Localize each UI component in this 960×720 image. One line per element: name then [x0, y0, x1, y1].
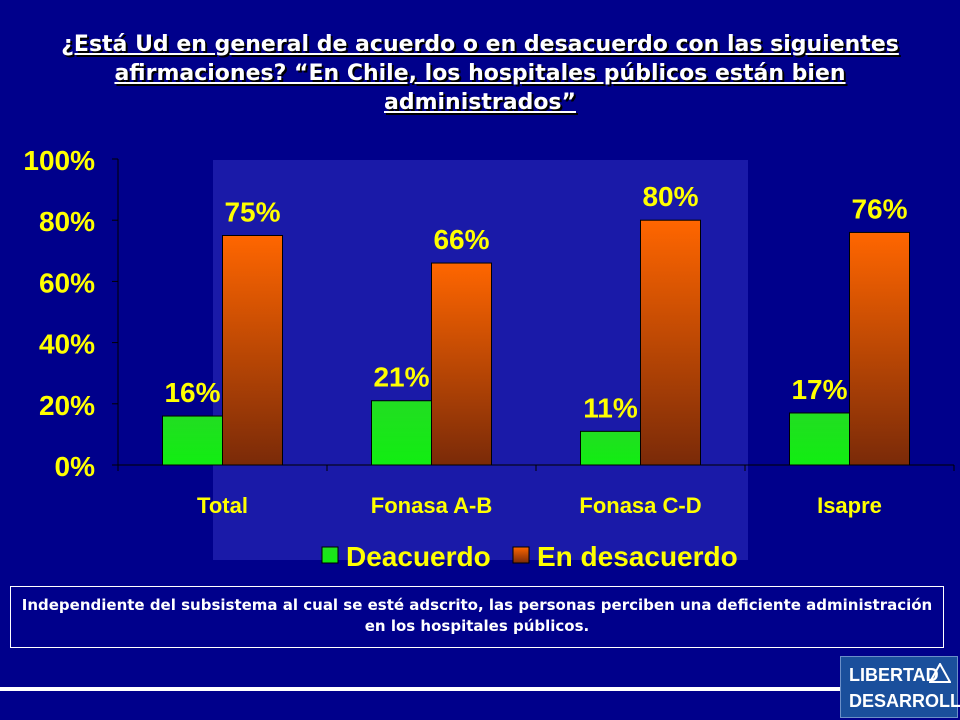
y-tick-label: 0% — [55, 451, 96, 482]
x-tick-label: Fonasa A-B — [371, 493, 492, 518]
x-tick-label: Total — [197, 493, 248, 518]
legend-swatch — [321, 546, 339, 564]
libertad-desarrollo-logo: LIBERTAD DESARROLLO — [840, 656, 960, 718]
data-label: 17% — [791, 374, 847, 405]
data-label: 11% — [583, 392, 638, 423]
legend-label: Deacuerdo — [346, 541, 491, 572]
data-label: 16% — [164, 377, 220, 408]
bar-deacuerdo — [371, 400, 432, 466]
logo-line1: LIBERTAD — [849, 665, 939, 685]
y-tick-label: 20% — [39, 390, 95, 421]
y-tick-label: 60% — [39, 267, 95, 298]
bar-en-desacuerdo — [640, 219, 701, 466]
bar-en-desacuerdo — [849, 231, 910, 466]
data-label: 75% — [224, 197, 280, 228]
legend-label: En desacuerdo — [537, 541, 738, 572]
data-label: 66% — [433, 224, 489, 255]
bar-deacuerdo — [162, 415, 223, 466]
footer-rule — [0, 687, 840, 691]
conclusion-note: Independiente del subsistema al cual se … — [10, 586, 944, 648]
data-label: 21% — [373, 362, 429, 393]
bar-en-desacuerdo — [431, 262, 492, 466]
bar-deacuerdo — [789, 412, 850, 466]
y-tick-label: 80% — [39, 206, 95, 237]
bar-deacuerdo — [580, 430, 641, 466]
bar-chart: 0% 20% 40% 60% 80% 100% Total 16% 75% Fonasa A-B… — [23, 145, 955, 572]
legend-swatch — [512, 546, 530, 564]
y-tick-label: 40% — [39, 329, 95, 360]
logo-triangle-icon — [929, 663, 951, 683]
chart-title: ¿Está Ud en general de acuerdo o en desa… — [61, 32, 899, 115]
x-tick-label: Isapre — [817, 493, 882, 518]
data-label: 80% — [642, 181, 698, 212]
x-tick-label: Fonasa C-D — [579, 493, 701, 518]
data-label: 76% — [851, 193, 907, 224]
bar-en-desacuerdo — [222, 235, 283, 466]
y-tick-label: 100% — [23, 145, 95, 176]
logo-line2: DESARROLLO — [849, 691, 960, 711]
